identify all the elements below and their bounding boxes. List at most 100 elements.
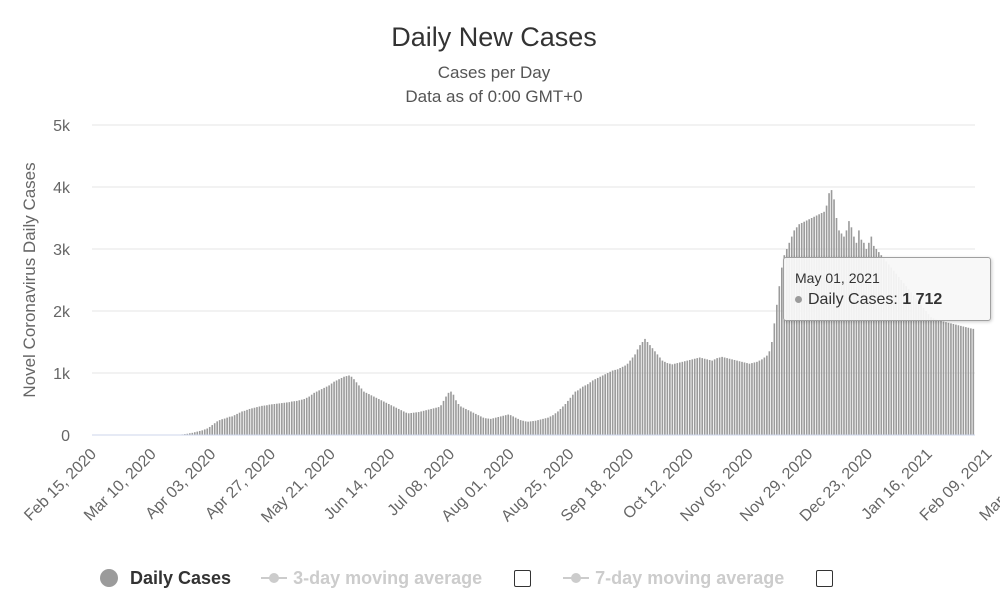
bar[interactable]: [253, 407, 256, 435]
bar[interactable]: [213, 423, 216, 435]
bar[interactable]: [897, 276, 900, 435]
bar[interactable]: [788, 242, 791, 435]
legend-item-3day[interactable]: 3-day moving average: [261, 568, 482, 589]
bar[interactable]: [823, 211, 825, 435]
bar[interactable]: [355, 382, 358, 435]
bar[interactable]: [957, 325, 960, 435]
bar[interactable]: [350, 376, 353, 435]
bar[interactable]: [248, 408, 251, 435]
bar[interactable]: [504, 415, 507, 435]
bar[interactable]: [288, 402, 291, 435]
bar[interactable]: [706, 359, 708, 435]
bar[interactable]: [300, 399, 303, 435]
bar[interactable]: [402, 411, 405, 435]
bar[interactable]: [233, 415, 236, 435]
bar[interactable]: [216, 421, 218, 435]
bar[interactable]: [746, 363, 748, 435]
bar[interactable]: [395, 407, 398, 435]
bar[interactable]: [743, 362, 746, 435]
bar[interactable]: [711, 360, 713, 435]
bar[interactable]: [293, 401, 296, 435]
bar[interactable]: [348, 375, 350, 435]
bar[interactable]: [338, 379, 340, 435]
bar[interactable]: [771, 342, 773, 435]
bar[interactable]: [465, 408, 467, 435]
bar[interactable]: [186, 433, 189, 435]
bar[interactable]: [320, 389, 323, 435]
bar[interactable]: [231, 416, 233, 435]
bar[interactable]: [435, 407, 437, 435]
bar[interactable]: [305, 397, 308, 435]
bar[interactable]: [591, 380, 594, 435]
bar[interactable]: [492, 418, 495, 435]
bar[interactable]: [410, 412, 412, 435]
bar[interactable]: [915, 298, 917, 435]
bar[interactable]: [751, 363, 753, 435]
bar[interactable]: [601, 375, 604, 435]
bar[interactable]: [268, 404, 271, 435]
bar[interactable]: [895, 273, 898, 435]
bar[interactable]: [400, 410, 403, 435]
bar[interactable]: [193, 432, 196, 435]
bar[interactable]: [863, 242, 865, 435]
bar[interactable]: [676, 363, 679, 435]
bar[interactable]: [596, 377, 599, 435]
bar[interactable]: [795, 227, 798, 435]
bar[interactable]: [594, 379, 597, 435]
bar[interactable]: [417, 412, 420, 435]
bar[interactable]: [211, 425, 214, 435]
bar[interactable]: [728, 358, 731, 435]
bar[interactable]: [295, 400, 298, 435]
bar[interactable]: [820, 213, 823, 435]
bar[interactable]: [564, 404, 567, 435]
bar[interactable]: [251, 408, 253, 435]
bar[interactable]: [609, 371, 611, 435]
bar[interactable]: [407, 413, 410, 435]
bar[interactable]: [487, 418, 490, 435]
bar[interactable]: [586, 384, 589, 435]
bar[interactable]: [380, 400, 383, 435]
bar[interactable]: [313, 392, 315, 435]
bar[interactable]: [243, 410, 246, 435]
bar[interactable]: [241, 411, 243, 435]
bar[interactable]: [868, 242, 870, 435]
bar[interactable]: [683, 361, 686, 435]
bar[interactable]: [345, 376, 348, 435]
bar[interactable]: [432, 408, 435, 435]
bar[interactable]: [937, 320, 940, 435]
bar[interactable]: [621, 366, 624, 435]
bar[interactable]: [917, 301, 920, 435]
bar[interactable]: [892, 270, 895, 435]
bar[interactable]: [579, 388, 582, 436]
bar[interactable]: [502, 415, 505, 435]
bar[interactable]: [763, 357, 766, 436]
bar[interactable]: [920, 304, 922, 435]
bar[interactable]: [691, 359, 694, 435]
bar[interactable]: [907, 289, 910, 435]
bar[interactable]: [522, 420, 524, 435]
bar[interactable]: [427, 409, 430, 435]
bar[interactable]: [485, 418, 487, 435]
bar[interactable]: [477, 415, 480, 435]
bar[interactable]: [741, 361, 743, 435]
bar[interactable]: [636, 349, 639, 435]
bar-series[interactable]: [179, 190, 975, 436]
bar[interactable]: [945, 322, 947, 435]
bar[interactable]: [370, 395, 373, 435]
bar[interactable]: [201, 430, 204, 435]
bar[interactable]: [910, 292, 912, 435]
bar[interactable]: [472, 412, 475, 435]
bar[interactable]: [392, 406, 395, 435]
bar[interactable]: [696, 358, 699, 435]
bar[interactable]: [315, 391, 318, 435]
bar[interactable]: [333, 381, 335, 435]
bar[interactable]: [761, 359, 763, 435]
bar[interactable]: [855, 242, 858, 435]
bar[interactable]: [808, 219, 810, 435]
bar[interactable]: [582, 386, 584, 435]
bar[interactable]: [713, 359, 716, 435]
bar[interactable]: [589, 382, 592, 435]
bar[interactable]: [499, 416, 502, 435]
bar[interactable]: [780, 267, 783, 435]
bar[interactable]: [606, 373, 609, 435]
